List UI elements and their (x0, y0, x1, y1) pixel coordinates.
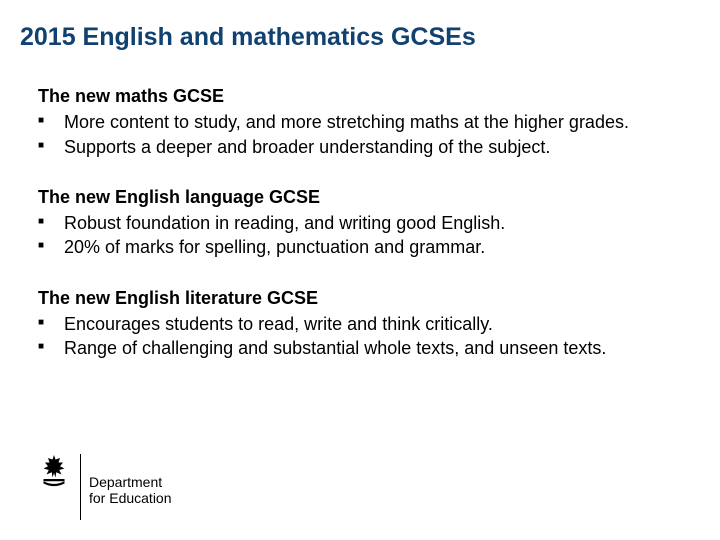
list-item: More content to study, and more stretchi… (38, 110, 690, 134)
department-name: Department for Education (89, 474, 172, 506)
slide: 2015 English and mathematics GCSEs The n… (0, 0, 720, 540)
bullet-list: More content to study, and more stretchi… (38, 110, 690, 159)
list-item: Robust foundation in reading, and writin… (38, 211, 690, 235)
dept-line2: for Education (89, 490, 172, 506)
crown-crest-icon (36, 452, 72, 488)
dfe-logo: Department for Education (36, 452, 172, 520)
bullet-list: Robust foundation in reading, and writin… (38, 211, 690, 260)
section-maths: The new maths GCSE More content to study… (38, 84, 690, 159)
list-item: Encourages students to read, write and t… (38, 312, 690, 336)
section-english-language: The new English language GCSE Robust fou… (38, 185, 690, 260)
section-english-literature: The new English literature GCSE Encourag… (38, 286, 690, 361)
list-item: Supports a deeper and broader understand… (38, 135, 690, 159)
section-heading: The new English literature GCSE (38, 286, 690, 310)
list-item: 20% of marks for spelling, punctuation a… (38, 235, 690, 259)
bullet-list: Encourages students to read, write and t… (38, 312, 690, 361)
list-item: Range of challenging and substantial who… (38, 336, 690, 360)
logo-divider (80, 454, 81, 520)
section-heading: The new maths GCSE (38, 84, 690, 108)
slide-content: The new maths GCSE More content to study… (38, 84, 690, 387)
slide-title: 2015 English and mathematics GCSEs (20, 22, 476, 52)
dept-line1: Department (89, 474, 172, 490)
section-heading: The new English language GCSE (38, 185, 690, 209)
